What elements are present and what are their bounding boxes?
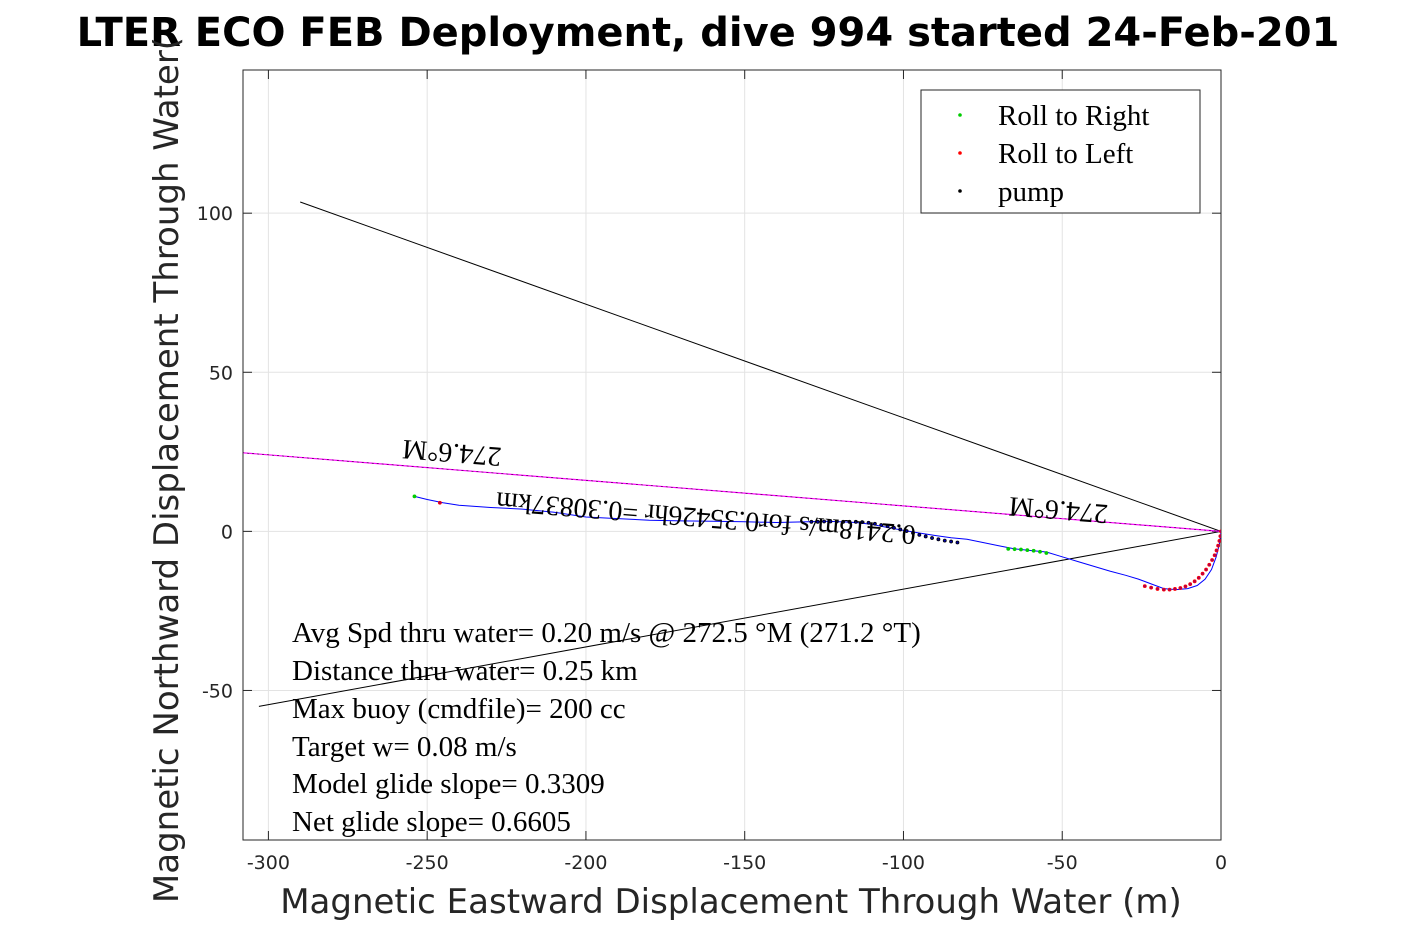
roll-left-point-core [1143, 584, 1146, 588]
roll-left-point-core [1218, 539, 1221, 543]
roll-right-point [1012, 547, 1017, 552]
roll-right-point [1038, 549, 1042, 554]
annotation-max-buoy: Max buoy (cmdfile)= 200 cc [292, 693, 626, 725]
y-tick-label: -50 [202, 680, 233, 702]
wedge-line [258, 530, 1221, 707]
y-tick-label: 0 [221, 521, 233, 543]
chart-title: LTER ECO FEB Deployment, dive 994 starte… [77, 10, 1340, 56]
annotation-block: Avg Spd thru water= 0.20 m/s @ 272.5 °M … [292, 617, 921, 838]
y-axis-label: Magnetic Northward Displacement Through … [147, 37, 187, 903]
x-tick-label: -150 [723, 852, 766, 874]
annotation-target-w: Target w= 0.08 m/s [292, 731, 517, 763]
roll-left-point-core [1184, 585, 1187, 588]
roll-left-point-core [1219, 530, 1221, 533]
x-tick-label: -200 [564, 852, 607, 874]
legend-label-pump: pump [998, 176, 1064, 208]
x-axis-label: Magnetic Eastward Displacement Through W… [280, 882, 1182, 922]
roll-left-point-core [1201, 572, 1204, 575]
roll-left-point-core [1197, 576, 1200, 580]
roll-left-point-core [1204, 568, 1208, 571]
roll-left-point-core [1179, 586, 1182, 590]
pump-point-core [918, 533, 921, 536]
roll-left-point-core [1215, 549, 1218, 552]
pump-point-core [880, 523, 883, 527]
annotation-model-glide: Model glide slope= 0.3309 [292, 768, 605, 800]
roll-left-point-core [1162, 588, 1166, 591]
pump-point-core [924, 535, 927, 538]
roll-right-point [1031, 548, 1036, 553]
roll-left-point-core [1219, 534, 1221, 538]
roll-right-point [1019, 547, 1023, 552]
pump-point-core [822, 520, 826, 523]
pump-point-core [911, 531, 915, 535]
x-tick-label: -300 [247, 852, 290, 874]
pump-point-core [816, 520, 819, 523]
pump-point-core [899, 528, 902, 531]
roll-left-point-core [1213, 554, 1216, 557]
pump-point-core [937, 538, 940, 541]
x-tick-label: -50 [1047, 852, 1078, 874]
roll-left-point-core [1156, 587, 1159, 591]
pump-point-core [842, 520, 845, 523]
pump-point-core [930, 536, 934, 540]
legend-label-roll-left: Roll to Left [998, 138, 1133, 170]
roll-right-point [1006, 546, 1011, 551]
pump-point-core [956, 541, 959, 544]
roll-left-point-core [1208, 563, 1211, 566]
plot-content [243, 201, 1221, 707]
annotation-avg-speed: Avg Spd thru water= 0.20 m/s @ 272.5 °M … [292, 617, 921, 649]
wedge-line [300, 201, 1221, 532]
tick-labels: -300 -250 -200 -150 -100 -50 0 -50 0 50 100 [197, 203, 1227, 874]
annotation-distance: Distance thru water= 0.25 km [292, 655, 638, 687]
y-tick-label: 100 [197, 203, 233, 225]
pump-point-core [867, 521, 870, 524]
roll-left-point-core [1216, 544, 1220, 547]
annotation-net-glide: Net glide slope= 0.6605 [292, 806, 571, 838]
pump-point-core [835, 520, 838, 523]
y-tick-label: 50 [209, 362, 233, 384]
pump-point-core [892, 526, 896, 529]
roll-left-point-core [1168, 588, 1171, 591]
pump-point-core [943, 539, 946, 542]
pump-point-core [949, 540, 953, 543]
pump-point-core [848, 520, 851, 523]
roll-left-point-core [1149, 586, 1153, 589]
axes-box [242, 69, 1222, 841]
pump-point-core [886, 525, 889, 528]
roll-left-point-core [1193, 580, 1196, 583]
roll-left-point-core [1210, 558, 1214, 562]
legend-box [920, 89, 1201, 214]
roll-right-point [1044, 551, 1049, 555]
roll-right-point [1025, 548, 1030, 553]
legend-marker-pump [958, 189, 962, 193]
x-tick-label: -250 [406, 852, 449, 874]
roll-right-point [412, 494, 417, 499]
legend-label-roll-right: Roll to Right [998, 100, 1149, 132]
pump-point-core [873, 522, 876, 525]
roll-left-point-core [1188, 582, 1192, 586]
roll-left-point-core [1173, 587, 1177, 591]
pump-point-core [905, 529, 908, 533]
legend-marker-roll-left [958, 151, 962, 155]
legend: Roll to Right Roll to Left pump [920, 89, 1201, 214]
heading-line-overlay [243, 452, 1221, 532]
ticks [243, 70, 1222, 840]
pump-point-core [829, 520, 832, 523]
x-tick-label: 0 [1215, 852, 1227, 874]
x-tick-label: -100 [882, 852, 925, 874]
pump-point-core [861, 521, 864, 524]
roll-left-point-core [438, 501, 442, 504]
legend-marker-roll-right [958, 113, 962, 117]
pump-point-core [810, 520, 813, 523]
pump-point-core [854, 520, 857, 523]
